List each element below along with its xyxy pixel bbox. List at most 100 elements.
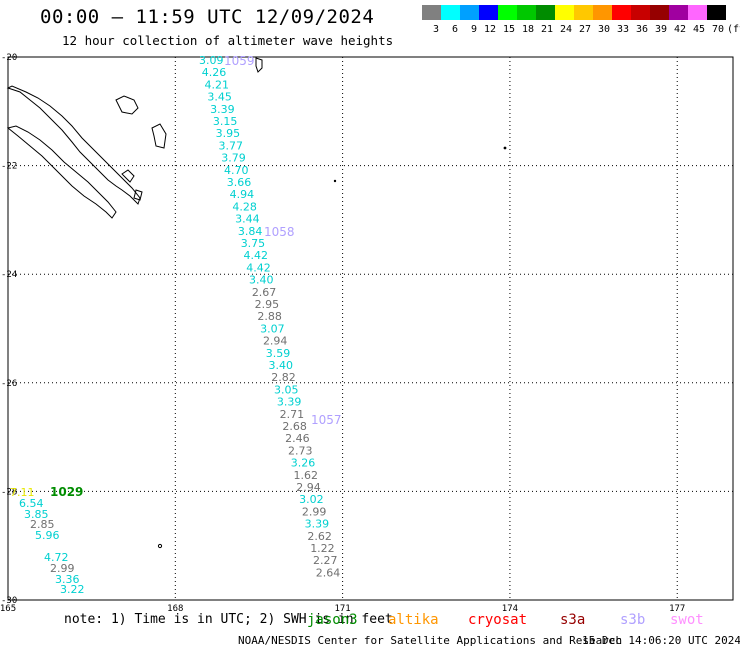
lat-tick-label: -20 <box>1 53 17 63</box>
wave-height-value: 2.46 <box>285 432 310 445</box>
coastline <box>115 95 139 115</box>
satellite-label-altika: altika <box>388 612 439 628</box>
lon-tick-label: 165 <box>0 604 16 614</box>
page-title: 00:00 — 11:59 UTC 12/09/2024 <box>40 6 375 28</box>
lon-tick-label: 177 <box>669 604 685 614</box>
wave-height-value: 4.42 <box>243 249 267 262</box>
wave-height-value: 4.26 <box>202 66 227 79</box>
scale-swatch <box>479 5 498 20</box>
wave-height-value: 2.95 <box>255 298 280 311</box>
scale-swatch <box>688 5 707 20</box>
scale-swatch <box>460 5 479 20</box>
satellite-label-cryosat: cryosat <box>468 612 528 628</box>
scale-label: 9 <box>471 24 477 35</box>
scale-swatch <box>574 5 593 20</box>
wave-height-value: 3.07 <box>260 322 285 335</box>
wave-height-value: 3.26 <box>291 457 316 470</box>
wave-height-value: 3.44 <box>235 213 260 226</box>
wave-height-value: 2.94 <box>263 335 288 348</box>
coastline <box>255 57 263 73</box>
wave-height-value: 4.21 <box>205 78 230 91</box>
scale-label: 21 <box>541 24 553 35</box>
wave-height-value: 4.70 <box>224 164 249 177</box>
scale-label: 3 <box>433 24 439 35</box>
scale-swatch <box>612 5 631 20</box>
island-dot <box>503 146 507 150</box>
wave-height-value: 3.22 <box>60 583 85 596</box>
scale-swatch <box>555 5 574 20</box>
pass-number-label: 1029 <box>50 485 83 499</box>
wave-height-value: 3.09 <box>199 54 224 67</box>
scale-label: 12 <box>484 24 496 35</box>
wave-height-value: 3.39 <box>277 396 302 409</box>
satellite-label-jason3: jason3 <box>307 612 358 628</box>
wave-height-value: 6.54 <box>19 497 44 510</box>
map-frame <box>7 56 734 601</box>
island-dot <box>157 543 163 549</box>
lat-tick-label: -24 <box>1 270 17 280</box>
scale-swatch <box>517 5 536 20</box>
scale-swatch <box>631 5 650 20</box>
page-subtitle: 12 hour collection of altimeter wave hei… <box>62 33 394 48</box>
wave-height-value: 3.85 <box>24 508 49 521</box>
wave-height-value: 3.39 <box>305 518 330 531</box>
scale-label: 15 <box>503 24 515 35</box>
wave-height-value: 3.05 <box>274 383 299 396</box>
wave-height-value: 4.94 <box>230 188 255 201</box>
scale-label: 24 <box>560 24 572 35</box>
scale-swatch <box>422 5 441 20</box>
wave-height-value: 2.67 <box>252 286 277 299</box>
coastline <box>133 189 143 201</box>
coastline <box>121 169 135 183</box>
wave-height-value: 4.42 <box>246 261 271 274</box>
coastline <box>6 125 117 219</box>
footer-note: note: 1) Time is in UTC; 2) SWH is in fe… <box>64 612 393 627</box>
wave-height-value: 1.62 <box>294 469 319 482</box>
lat-tick-label: -30 <box>1 596 17 606</box>
wave-height-value: 3.40 <box>269 359 294 372</box>
pass-number-label: 1059 <box>224 54 255 68</box>
wave-height-value: 2.88 <box>257 310 282 323</box>
scale-swatch <box>593 5 612 20</box>
lat-tick-label: -26 <box>1 379 17 389</box>
pass-number-label: 1058 <box>264 225 295 239</box>
credit-text: NOAA/NESDIS Center for Satellite Applica… <box>238 634 623 647</box>
coastline <box>6 85 141 205</box>
satellite-label-s3a: s3a <box>560 612 586 628</box>
wave-height-value: 3.66 <box>227 176 252 189</box>
wave-height-value: 3.15 <box>213 115 238 128</box>
scale-label: 27 <box>579 24 591 35</box>
wave-height-value: 3.40 <box>249 274 273 287</box>
scale-label: 30 <box>598 24 610 35</box>
scale-label: 70 <box>712 24 724 35</box>
wave-height-value: 3.02 <box>299 493 324 506</box>
scale-label: 36 <box>636 24 648 35</box>
scale-swatch <box>536 5 555 20</box>
scale-label: 45 <box>693 24 705 35</box>
pass-number-label: 1057 <box>311 413 342 427</box>
lat-tick-label: -28 <box>1 487 17 497</box>
wave-height-value: 7.11 <box>10 486 35 499</box>
wave-height-value: 2.82 <box>271 371 296 384</box>
wave-height-value: 2.27 <box>313 554 338 567</box>
scale-label: 39 <box>655 24 667 35</box>
wave-height-value: 2.68 <box>282 420 307 433</box>
wave-height-value: 2.85 <box>30 518 55 531</box>
wave-height-value: 2.99 <box>302 505 327 518</box>
scale-label: 42 <box>674 24 686 35</box>
lon-tick-label: 168 <box>167 604 183 614</box>
satellite-label-swot: swot <box>670 612 704 628</box>
wave-height-value: 5.96 <box>35 529 60 542</box>
wave-height-value: 2.73 <box>288 444 313 457</box>
wave-height-value: 2.71 <box>280 408 305 421</box>
wave-height-value: 3.59 <box>266 347 291 360</box>
scale-label: 33 <box>617 24 629 35</box>
scale-swatch <box>498 5 517 20</box>
wave-height-value: 3.39 <box>210 103 235 116</box>
generated-timestamp: 15 Dec 14:06:20 UTC 2024 <box>582 634 740 647</box>
lon-tick-label: 174 <box>502 604 518 614</box>
wave-height-value: 2.62 <box>307 530 332 543</box>
scale-swatch <box>707 5 726 20</box>
